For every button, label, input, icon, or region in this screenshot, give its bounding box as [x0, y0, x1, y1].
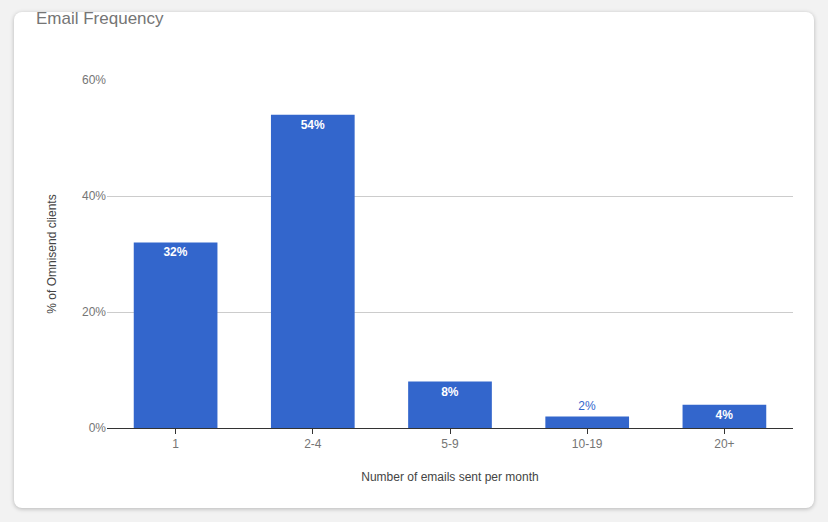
svg-text:1: 1 — [172, 437, 179, 451]
svg-text:54%: 54% — [301, 118, 325, 132]
svg-text:Number of emails sent per mont: Number of emails sent per month — [361, 470, 538, 484]
svg-text:0%: 0% — [89, 421, 107, 435]
svg-text:20%: 20% — [82, 305, 106, 319]
svg-text:2%: 2% — [578, 399, 596, 413]
svg-text:32%: 32% — [163, 245, 187, 259]
svg-text:Email Frequency: Email Frequency — [36, 9, 164, 28]
svg-text:20+: 20+ — [714, 437, 734, 451]
svg-text:10-19: 10-19 — [572, 437, 603, 451]
svg-text:40%: 40% — [82, 189, 106, 203]
svg-text:60%: 60% — [82, 73, 106, 87]
svg-text:4%: 4% — [716, 408, 734, 422]
svg-text:% of Omnisend clients: % of Omnisend clients — [45, 194, 59, 313]
svg-text:8%: 8% — [441, 385, 459, 399]
svg-text:2-4: 2-4 — [304, 437, 322, 451]
svg-text:5-9: 5-9 — [441, 437, 459, 451]
